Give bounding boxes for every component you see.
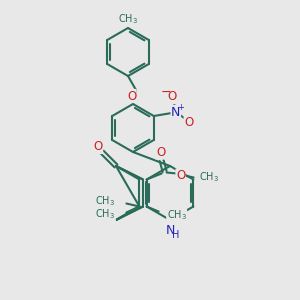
Text: N: N [165, 224, 175, 236]
Text: N: N [171, 106, 181, 118]
Text: CH$_3$: CH$_3$ [167, 208, 187, 222]
Text: CH$_3$: CH$_3$ [95, 208, 116, 221]
Text: O: O [93, 140, 103, 154]
Text: O: O [127, 89, 136, 103]
Text: H: H [172, 230, 180, 240]
Text: −: − [160, 85, 171, 98]
Text: O: O [176, 169, 185, 182]
Text: O: O [167, 91, 176, 103]
Text: CH$_3$: CH$_3$ [95, 195, 116, 208]
Text: O: O [184, 116, 194, 128]
Text: +: + [177, 103, 184, 112]
Text: CH$_3$: CH$_3$ [199, 171, 219, 184]
Text: O: O [156, 146, 165, 159]
Text: CH$_3$: CH$_3$ [118, 12, 138, 26]
